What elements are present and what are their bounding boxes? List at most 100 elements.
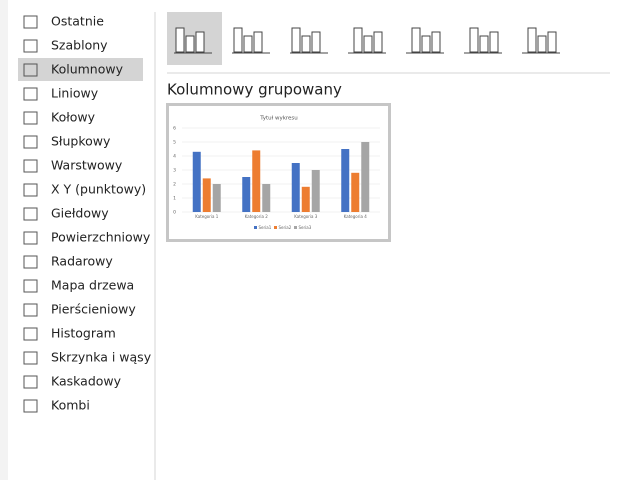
icon-bar [291,27,301,53]
item-icon [23,375,38,389]
icon-bar [489,31,499,53]
icon-bar [195,31,205,53]
item-label: Powierzchniowy [51,230,151,245]
sidebar-item[interactable]: Mapa drzewa [23,278,134,293]
icon-bar [253,31,263,53]
icon-bar [301,35,311,53]
subtype-title: Kolumnowy grupowany [167,81,342,99]
item-label: Kombi [51,398,90,413]
item-icon [23,135,38,149]
bar [291,163,300,212]
item-icon [23,39,38,53]
item-icon [23,87,38,101]
icon-bar [311,31,321,53]
item-icon [23,63,38,77]
sidebar-item[interactable]: Giełdowy [23,206,109,221]
sidebar: Ostatnie Szablony Kolumnowy Liniowy Kołowy Sł… [18,14,152,413]
legend-swatch [294,226,297,229]
bar [212,184,221,212]
subtype-row [174,27,560,54]
item-label: Mapa drzewa [51,278,134,293]
sidebar-item[interactable]: Kolumnowy [23,62,124,77]
bar [262,184,271,212]
bar [202,178,211,212]
sidebar-item[interactable]: Szablony [23,38,108,53]
item-label: Radarowy [51,254,113,269]
item-icon [23,279,38,293]
icon-bar [243,35,253,53]
sidebar-item[interactable]: Powierzchniowy [23,230,151,245]
item-icon [23,183,38,197]
sidebar-item[interactable]: Liniowy [23,86,99,101]
sidebar-item[interactable]: Ostatnie [23,14,104,29]
item-label: Giełdowy [51,206,109,221]
preview-title: Tytuł wykresu [259,116,298,122]
subtype-icon[interactable] [348,27,386,54]
preview-chart: Tytuł wykresu 0 1 2 3 4 5 6 Kategoria 1 Kategoria… [173,116,380,230]
sidebar-item[interactable]: Histogram [23,326,116,341]
item-icon [23,207,38,221]
bar [341,149,350,212]
y-tick-label: 6 [173,126,176,132]
icon-bar [547,31,557,53]
item-icon [23,255,38,269]
sidebar-item[interactable]: Kołowy [23,110,96,125]
item-icon [23,231,38,245]
item-label: Kolumnowy [51,62,124,77]
icon-bar [373,31,383,53]
icon-bar [479,35,489,53]
sidebar-item[interactable]: Warstwowy [23,158,123,173]
sidebar-item[interactable]: Pierścieniowy [23,302,136,317]
item-label: X Y (punktowy) [51,182,146,197]
icon-bar [353,27,363,53]
left-edge [0,0,8,480]
item-label: Ostatnie [51,14,104,29]
sidebar-item[interactable]: X Y (punktowy) [23,182,146,197]
x-tick-label: Kategoria 2 [245,214,268,219]
item-icon [23,15,38,29]
icon-bar [469,27,479,53]
icon-bar [527,27,537,53]
icon-bar [175,27,185,53]
sidebar-item[interactable]: Słupkowy [23,134,111,149]
subtype-icon[interactable] [406,27,444,54]
legend-label: Seria1 [259,225,272,230]
subtype-icon[interactable] [174,27,212,54]
y-tick-label: 1 [173,196,176,202]
sidebar-item[interactable]: Skrzynka i wąsy [23,350,152,365]
x-tick-label: Kategoria 3 [294,214,317,219]
legend-label: Seria3 [299,225,312,230]
item-label: Szablony [51,38,108,53]
subtype-icon[interactable] [464,27,502,54]
item-label: Liniowy [51,86,99,101]
bar [242,177,251,212]
sidebar-item[interactable]: Kombi [23,398,90,413]
item-icon [23,399,38,413]
icon-bar [421,35,431,53]
y-tick-label: 3 [173,168,176,174]
item-label: Kołowy [51,110,96,125]
item-label: Warstwowy [51,158,123,173]
icon-bar [431,31,441,53]
sidebar-item[interactable]: Kaskadowy [23,374,122,389]
item-icon [23,351,38,365]
x-tick-label: Kategoria 1 [195,214,218,219]
bar [252,150,261,212]
icon-bar [537,35,547,53]
item-label: Histogram [51,326,116,341]
y-tick-label: 4 [173,154,176,160]
icon-bar [185,35,195,53]
item-icon [23,303,38,317]
bar [192,151,201,212]
preview-frame[interactable] [166,103,391,242]
legend-swatch [274,226,277,229]
bar [311,170,320,212]
legend-swatch [254,226,257,229]
subtype-icon[interactable] [290,27,328,54]
selected-row [18,58,143,81]
subtype-icon[interactable] [232,27,270,54]
item-label: Kaskadowy [51,374,122,389]
sidebar-item[interactable]: Radarowy [23,254,113,269]
item-icon [23,159,38,173]
subtype-icon[interactable] [522,27,560,54]
